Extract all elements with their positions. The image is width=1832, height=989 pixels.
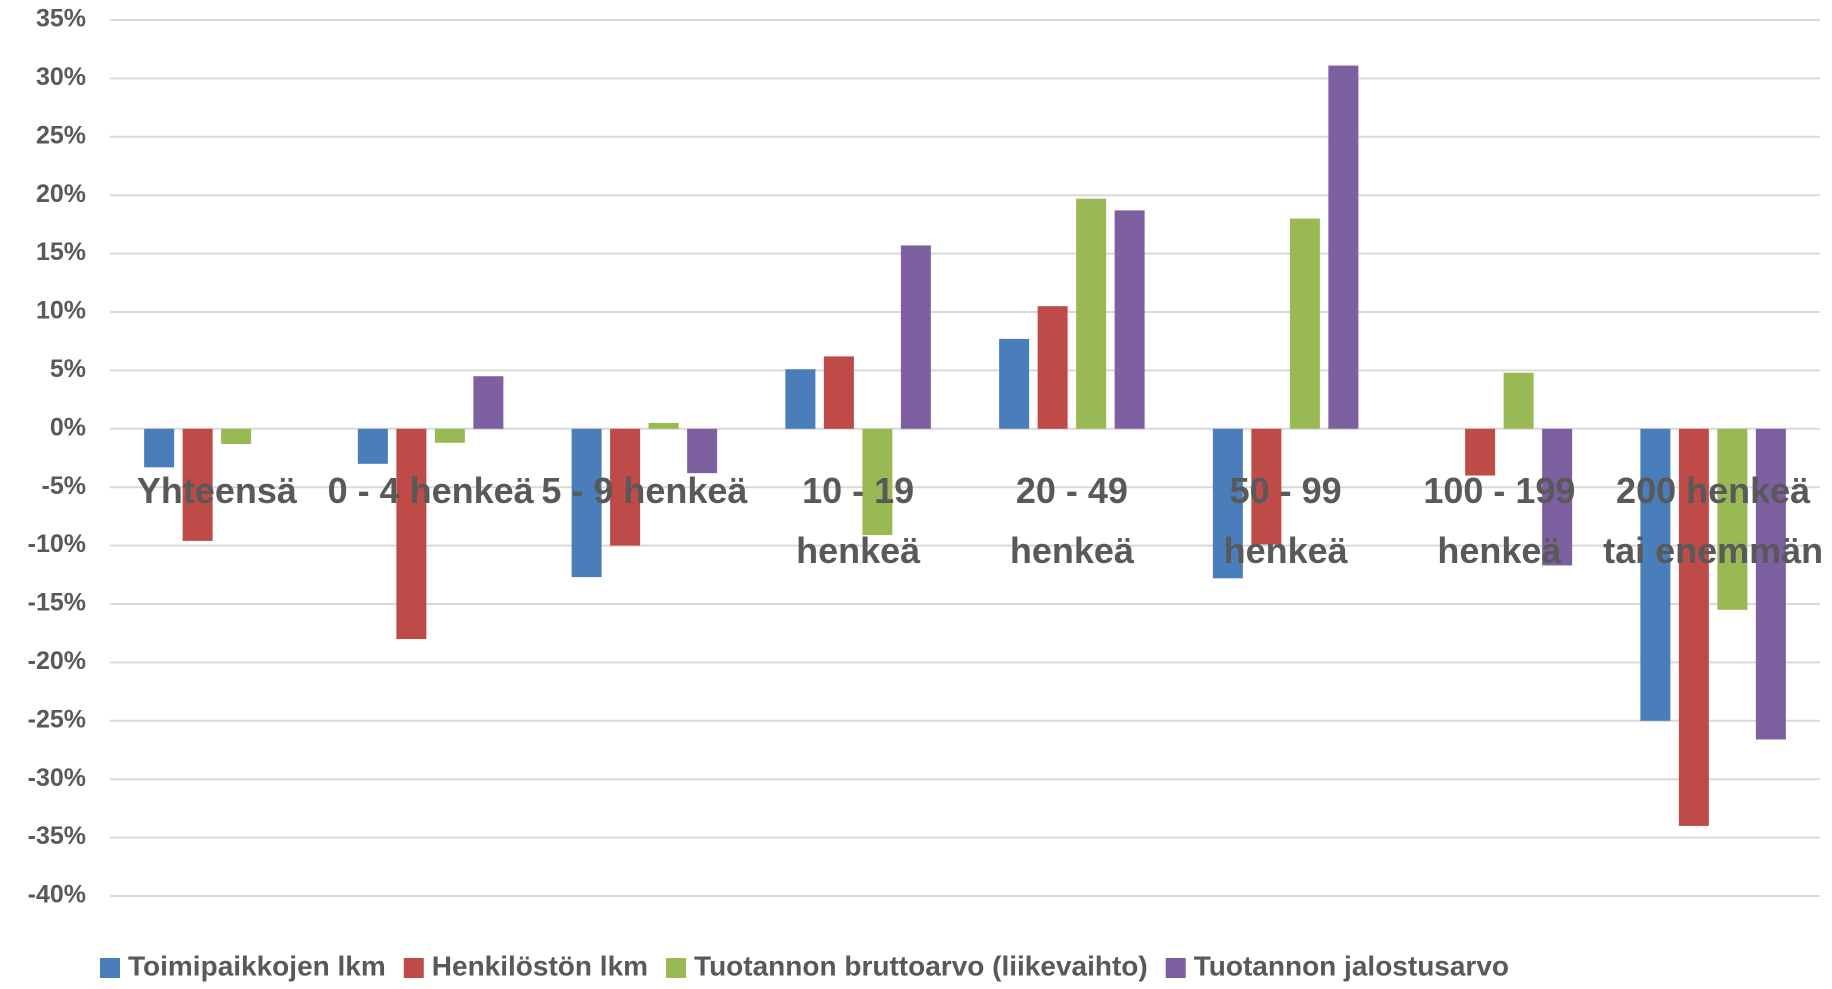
y-tick-label: 0%: [50, 413, 86, 441]
y-tick-label: -40%: [28, 881, 86, 909]
bar: [648, 422, 679, 429]
x-tick-label: 0 - 4 henkeä: [327, 469, 534, 511]
bar: [144, 428, 175, 468]
bar: [610, 428, 641, 546]
y-tick-label: 5%: [50, 355, 86, 383]
bar: [1465, 428, 1496, 476]
y-tick-label: 30%: [36, 63, 86, 91]
legend-swatch: [403, 958, 424, 978]
legend-swatch: [666, 958, 687, 978]
bar: [1678, 428, 1709, 826]
y-tick-label: -15%: [28, 589, 86, 617]
bar: [999, 338, 1030, 429]
y-tick-label: -30%: [28, 764, 86, 792]
legend-swatch: [100, 958, 120, 978]
bar: [1717, 428, 1748, 610]
bar: [221, 428, 252, 444]
bar: [473, 376, 504, 429]
bar: [396, 428, 427, 640]
bar: [1114, 210, 1145, 429]
bar: [1251, 428, 1282, 545]
bar: [571, 428, 602, 578]
bar: [862, 428, 893, 536]
x-tick-label: 100 - 199 henkeä: [1423, 469, 1576, 571]
legend-label: Tuotannon jalostusarvo: [1194, 950, 1509, 981]
legend-label: Henkilöstön lkm: [432, 950, 648, 981]
bar: [1289, 218, 1320, 429]
x-tick-label: 5 - 9 henkeä: [541, 469, 748, 511]
y-tick-label: 10%: [36, 297, 86, 325]
bar: [1076, 198, 1107, 429]
bar: [434, 428, 465, 443]
y-tick-label: -5%: [42, 472, 86, 500]
y-tick-label: 35%: [36, 5, 86, 33]
bar: [1503, 372, 1534, 429]
y-tick-label: 20%: [36, 180, 86, 208]
y-tick-label: 15%: [36, 238, 86, 266]
bar: [357, 428, 388, 464]
bar: [182, 428, 213, 541]
legend-label: Toimipaikkojen lkm: [128, 950, 386, 981]
bar: [1328, 65, 1359, 429]
bar: [823, 356, 854, 429]
y-tick-label: -10%: [28, 530, 86, 558]
y-tick-label: -25%: [28, 705, 86, 733]
bar: [687, 428, 718, 474]
bar: [1755, 428, 1786, 740]
bar: [1037, 306, 1068, 429]
x-tick-label: 50 - 99 henkeä: [1223, 469, 1348, 571]
bar: [1212, 428, 1243, 579]
y-tick-label: 25%: [36, 121, 86, 149]
x-tick-label: Yhteensä: [136, 469, 297, 511]
bar: [900, 245, 931, 429]
bar: [785, 369, 816, 429]
bar: [1640, 428, 1671, 721]
legend-swatch: [1165, 958, 1186, 978]
x-tick-label: 200 henkeä tai enemmän: [1603, 469, 1824, 571]
bar: [1542, 428, 1573, 566]
legend-label: Tuotannon bruttoarvo (liikevaihto): [694, 950, 1148, 981]
y-tick-label: -35%: [28, 822, 86, 850]
x-tick-label: 20 - 49 henkeä: [1009, 469, 1134, 571]
y-tick-label: -20%: [28, 647, 86, 675]
x-tick-label: 10 - 19 henkeä: [796, 469, 921, 571]
